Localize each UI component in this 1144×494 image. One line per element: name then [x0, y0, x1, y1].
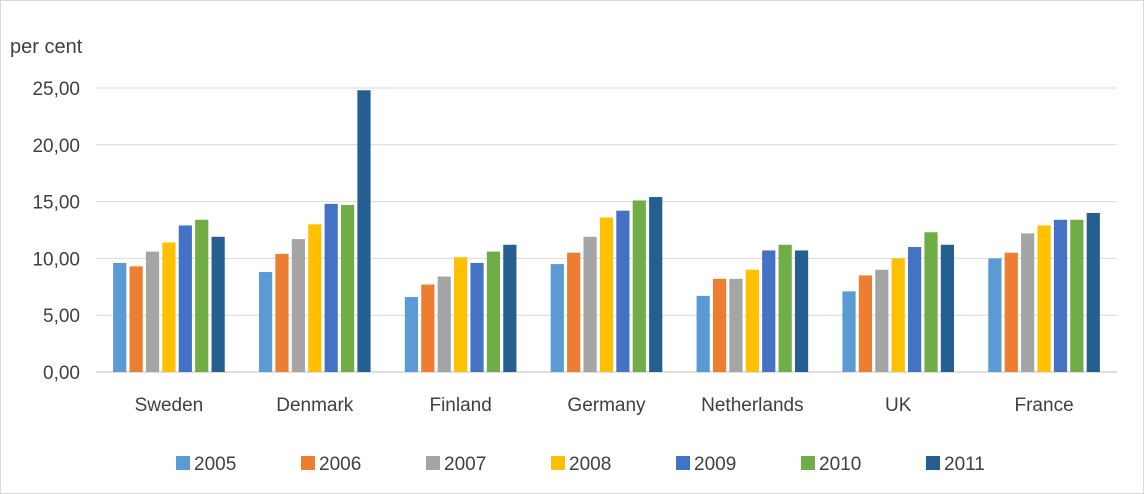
category-label: Sweden: [135, 395, 204, 416]
legend-swatch: [426, 456, 440, 470]
bar-france-2010: [1070, 219, 1084, 372]
bar-finland-2008: [454, 257, 468, 372]
bar-denmark-2005: [258, 272, 273, 372]
legend-swatch: [801, 456, 815, 470]
bar-germany-2005: [550, 264, 564, 372]
bars: [113, 90, 1100, 372]
bar-denmark-2010: [340, 205, 355, 372]
legend-swatch: [176, 456, 190, 470]
bar-denmark-2011: [357, 90, 371, 372]
bar-denmark-2009: [324, 203, 338, 372]
category-label: France: [1015, 395, 1074, 416]
bar-france-2008: [1037, 225, 1051, 372]
legend-label: 2009: [694, 454, 736, 475]
bar-germany-2009: [616, 210, 630, 372]
legend-label: 2010: [819, 454, 861, 475]
legend-swatch: [926, 456, 940, 470]
legend-swatch: [551, 456, 565, 470]
bar-germany-2010: [632, 200, 646, 372]
bar-sweden-2005: [113, 262, 127, 372]
legend: 2005 2006 2007 2008 2009 2010 2011: [176, 454, 985, 475]
bar-finland-2006: [421, 284, 435, 372]
legend-swatch: [301, 456, 315, 470]
bar-finland-2011: [503, 244, 517, 372]
legend-label: 2005: [194, 454, 236, 475]
bar-france-2005: [988, 258, 1002, 372]
bar-sweden-2010: [195, 219, 209, 372]
bar-germany-2006: [567, 252, 581, 372]
bar-france-2007: [1021, 233, 1035, 372]
category-label: UK: [885, 395, 912, 416]
bar-uk-2009: [908, 247, 922, 372]
category-labels: Sweden Denmark Finland Germany Netherlands UK…: [135, 395, 1074, 416]
bar-netherlands-2005: [696, 295, 710, 372]
category-label: Netherlands: [701, 395, 803, 416]
y-tick-label: 25,00: [32, 79, 80, 100]
bar-uk-2010: [924, 232, 938, 372]
category-label: Finland: [429, 395, 491, 416]
bar-uk-2011: [940, 244, 955, 372]
bar-sweden-2011: [211, 236, 225, 372]
bar-sweden-2009: [178, 225, 192, 372]
bar-finland-2007: [437, 276, 451, 372]
category-label: Germany: [567, 395, 646, 416]
legend-label: 2011: [944, 454, 985, 475]
bar-finland-2010: [486, 251, 501, 372]
bar-sweden-2006: [129, 266, 143, 372]
bar-germany-2008: [599, 217, 614, 372]
bar-france-2009: [1053, 219, 1068, 372]
y-tick-label: 20,00: [32, 136, 80, 157]
category-label: Denmark: [276, 395, 354, 416]
y-tick-label: 15,00: [32, 193, 80, 214]
bar-france-2006: [1004, 252, 1018, 372]
y-tick-label: 5,00: [43, 306, 80, 327]
bar-uk-2005: [842, 291, 856, 372]
bar-france-2011: [1086, 212, 1100, 372]
bar-finland-2005: [404, 297, 419, 372]
bar-netherlands-2009: [762, 250, 776, 372]
bar-netherlands-2007: [729, 278, 743, 372]
bar-germany-2011: [649, 197, 663, 372]
bar-denmark-2006: [275, 253, 289, 372]
bar-sweden-2007: [145, 251, 160, 372]
bar-netherlands-2011: [794, 250, 809, 372]
bar-germany-2007: [583, 236, 597, 372]
y-tick-label: 0,00: [43, 363, 80, 384]
y-tick-label: 10,00: [32, 249, 80, 270]
legend-swatch: [676, 456, 690, 470]
bar-netherlands-2010: [778, 244, 792, 372]
legend-label: 2008: [569, 454, 611, 475]
bar-finland-2009: [470, 262, 484, 372]
bar-uk-2007: [875, 269, 889, 372]
legend-label: 2006: [319, 454, 361, 475]
y-tick-labels: 0,00 5,00 10,00 15,00 20,00 25,00: [32, 79, 80, 384]
bar-sweden-2008: [162, 242, 176, 372]
bar-denmark-2008: [308, 224, 322, 372]
bar-denmark-2007: [291, 239, 305, 372]
y-axis-label: per cent: [10, 36, 83, 58]
bar-netherlands-2008: [745, 269, 759, 372]
legend-label: 2007: [444, 454, 486, 475]
bar-uk-2008: [891, 258, 905, 372]
bar-uk-2006: [858, 275, 873, 372]
bar-netherlands-2006: [712, 278, 727, 372]
